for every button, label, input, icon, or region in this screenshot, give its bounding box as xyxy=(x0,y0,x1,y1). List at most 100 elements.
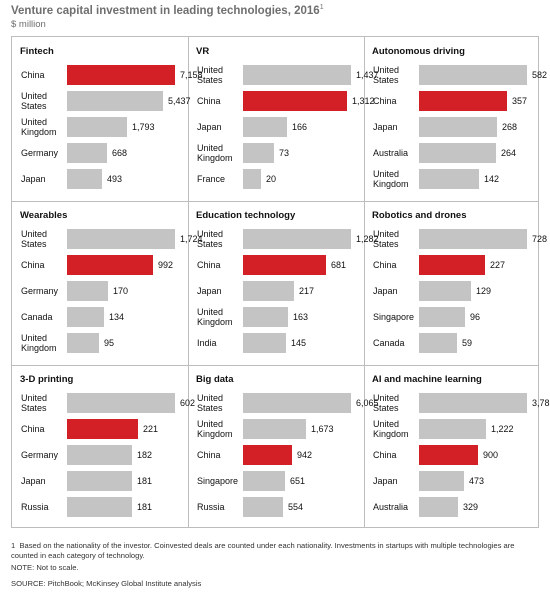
category-label: India xyxy=(197,338,217,348)
grid-divider xyxy=(364,37,365,527)
bar-value-label: 7,158 xyxy=(180,70,203,80)
category-label: Singapore xyxy=(197,476,239,486)
bar-value-label: 473 xyxy=(469,476,485,486)
bar xyxy=(243,307,288,327)
bar xyxy=(243,471,285,491)
bar xyxy=(243,65,351,85)
bar-value-label: 6,065 xyxy=(356,398,379,408)
bar-value-label: 900 xyxy=(483,450,499,460)
bar xyxy=(419,91,507,111)
bar-value-label: 602 xyxy=(180,398,196,408)
bar-value-label: 582 xyxy=(532,70,548,80)
category-label: China xyxy=(373,450,397,460)
category-label: Germany xyxy=(21,148,59,158)
bar xyxy=(67,91,163,111)
category-label: Japan xyxy=(373,122,398,132)
category-label: China xyxy=(373,96,397,106)
bar xyxy=(419,445,478,465)
category-label: Australia xyxy=(373,502,409,512)
bar-value-label: 681 xyxy=(331,260,347,270)
category-label: United States xyxy=(21,229,48,249)
chart-subtitle: $ million xyxy=(11,19,46,30)
bar-value-label: 73 xyxy=(279,148,290,158)
bar-value-label: 1,724 xyxy=(180,234,203,244)
panel-education-technology: Education technology United States 1,282 Chi… xyxy=(188,201,379,365)
bar xyxy=(419,281,471,301)
bar-value-label: 166 xyxy=(292,122,308,132)
category-label: Japan xyxy=(197,286,222,296)
bar xyxy=(419,471,464,491)
bar xyxy=(243,333,286,353)
panel-title: Education technology xyxy=(196,210,296,221)
bar-value-label: 1,793 xyxy=(132,122,155,132)
bar-value-label: 129 xyxy=(476,286,492,296)
bar-value-label: 1,222 xyxy=(491,424,514,434)
category-label: Australia xyxy=(373,148,409,158)
category-label: China xyxy=(21,70,45,80)
bar-value-label: 142 xyxy=(484,174,500,184)
bar xyxy=(419,497,458,517)
bar xyxy=(67,255,153,275)
bar xyxy=(243,117,287,137)
panel-autonomous-driving: Autonomous driving United States 582 China 35… xyxy=(364,37,547,201)
bar-value-label: 264 xyxy=(501,148,517,158)
bar xyxy=(419,255,485,275)
category-label: United Kingdom xyxy=(197,419,233,439)
bar-value-label: 95 xyxy=(104,338,115,348)
bar-value-label: 554 xyxy=(288,502,304,512)
bar-value-label: 134 xyxy=(109,312,125,322)
chart-title: Venture capital investment in leading te… xyxy=(11,4,324,17)
panel-title: Fintech xyxy=(20,46,54,57)
bar-value-label: 227 xyxy=(490,260,506,270)
panel-robotics-and-drones: Robotics and drones United States 728 China 2… xyxy=(364,201,547,365)
bar xyxy=(67,65,175,85)
bar xyxy=(67,471,132,491)
category-label: China xyxy=(21,260,45,270)
category-label: Japan xyxy=(21,174,46,184)
bar xyxy=(67,307,104,327)
bar xyxy=(67,143,107,163)
category-label: Singapore xyxy=(373,312,415,322)
bar xyxy=(243,169,261,189)
panel-wearables: Wearables United States 1,724 China 992 German… xyxy=(12,201,203,365)
category-label: China xyxy=(197,96,221,106)
category-label: Japan xyxy=(197,122,222,132)
bar xyxy=(67,281,108,301)
category-label: Germany xyxy=(21,286,59,296)
category-label: United States xyxy=(197,65,224,85)
chart-grid: Fintech China 7,158 United States 5,437 United… xyxy=(11,36,550,528)
bar xyxy=(67,169,102,189)
bar xyxy=(243,281,294,301)
category-label: Japan xyxy=(21,476,46,486)
bar-value-label: 668 xyxy=(112,148,128,158)
bar-value-label: 992 xyxy=(158,260,174,270)
footnote-text: Based on the nationality of the investor… xyxy=(11,541,515,560)
grid-divider xyxy=(12,201,538,202)
title-footnote-marker: 1 xyxy=(319,4,324,11)
footnote-note: NOTE: Not to scale. xyxy=(11,563,79,572)
bar-value-label: 20 xyxy=(266,174,277,184)
bar-value-label: 96 xyxy=(470,312,481,322)
bar-value-label: 493 xyxy=(107,174,123,184)
panel-title: Big data xyxy=(196,374,234,385)
category-label: United States xyxy=(373,65,400,85)
bar xyxy=(67,229,175,249)
bar xyxy=(419,333,457,353)
category-label: United States xyxy=(21,393,48,413)
panel-fintech: Fintech China 7,158 United States 5,437 United… xyxy=(12,37,203,201)
bar-value-label: 329 xyxy=(463,502,479,512)
bar-value-label: 3,782 xyxy=(532,398,550,408)
category-label: Russia xyxy=(197,502,225,512)
bar xyxy=(419,65,527,85)
panel-vr: VR United States 1,437 China 1,312 Japan 166 Uni… xyxy=(188,37,379,201)
bar xyxy=(67,497,132,517)
bar-value-label: 1,282 xyxy=(356,234,379,244)
bar xyxy=(243,497,283,517)
bar-value-label: 163 xyxy=(293,312,309,322)
bar xyxy=(243,229,351,249)
bar xyxy=(419,169,479,189)
footnote-marker: 1 xyxy=(11,541,16,550)
bar xyxy=(419,143,496,163)
category-label: United States xyxy=(197,229,224,249)
